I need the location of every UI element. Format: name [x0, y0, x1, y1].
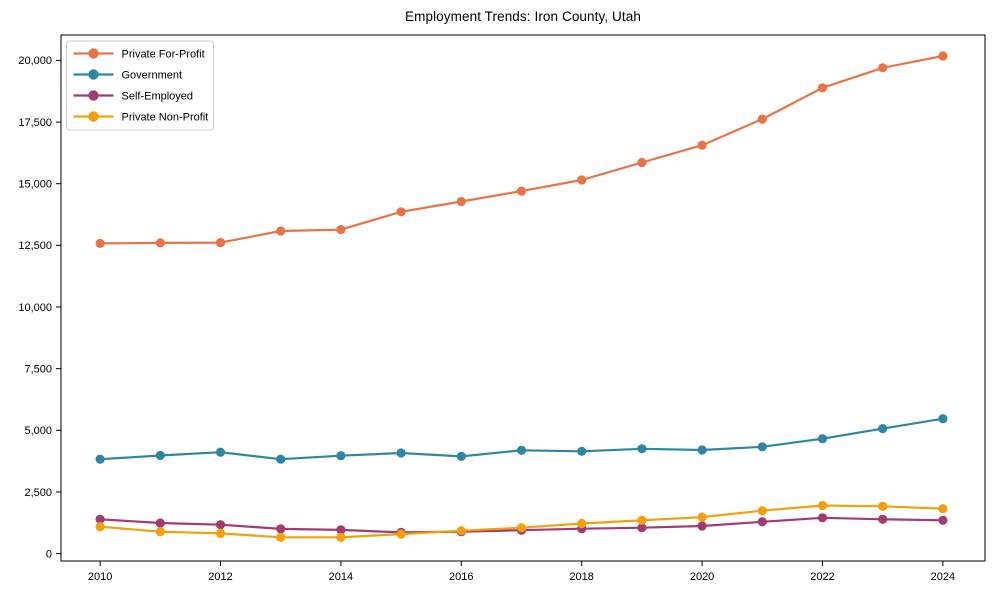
x-tick-label: 2016 [449, 571, 473, 583]
y-tick-label: 20,000 [18, 55, 52, 67]
series-marker-private-non-profit [697, 512, 707, 522]
series-marker-private-for-profit [336, 225, 346, 235]
series-marker-private-for-profit [396, 207, 406, 217]
series-marker-private-non-profit [396, 529, 406, 539]
series-marker-private-for-profit [817, 83, 828, 93]
series-marker-private-for-profit [516, 186, 527, 196]
series-marker-government [817, 434, 828, 444]
series-marker-private-for-profit [637, 157, 647, 168]
series-marker-private-for-profit [938, 51, 948, 61]
series-marker-private-for-profit [757, 114, 767, 124]
legend-marker-self-employed [88, 90, 99, 101]
series-marker-private-non-profit [817, 500, 828, 511]
legend-label-self-employed: Self-Employed [122, 91, 194, 103]
series-marker-private-for-profit [577, 175, 587, 185]
series-marker-private-non-profit [637, 515, 647, 525]
series-marker-private-non-profit [757, 506, 767, 516]
series-marker-private-non-profit [938, 504, 948, 514]
legend-label-private-for-profit: Private For-Profit [122, 49, 205, 61]
x-tick-label: 2022 [810, 571, 834, 583]
series-marker-government [878, 424, 888, 434]
legend: Private For-Profit Government Self-Employe… [66, 40, 214, 131]
chart-title: Employment Trends: Iron County, Utah [405, 9, 641, 24]
y-tick-label: 12,500 [18, 240, 52, 252]
series-marker-government [95, 454, 105, 464]
series-marker-government [155, 450, 165, 461]
series-marker-private-non-profit [336, 532, 346, 542]
y-tick-label: 5,000 [24, 425, 52, 437]
x-tick-label: 2018 [569, 571, 593, 583]
series-marker-private-non-profit [95, 522, 105, 532]
series-marker-private-non-profit [516, 523, 527, 533]
series-marker-self-employed [155, 518, 165, 528]
series-marker-self-employed [276, 524, 286, 534]
legend-label-private-non-profit: Private Non-Profit [122, 112, 209, 124]
series-marker-government [276, 454, 286, 464]
series-line-private-for-profit [98, 54, 945, 245]
series-marker-self-employed [757, 517, 767, 527]
series-marker-government [938, 414, 948, 424]
series-marker-government [456, 451, 466, 461]
series-marker-self-employed [938, 515, 948, 525]
y-tick-label: 10,000 [18, 302, 52, 314]
series-marker-self-employed [95, 514, 105, 524]
y-tick-label: 15,000 [18, 179, 52, 191]
series-marker-private-for-profit [878, 63, 888, 73]
x-tick-label: 2024 [931, 571, 955, 583]
series-marker-government [516, 445, 527, 455]
series-marker-private-non-profit [577, 518, 587, 529]
legend-marker-private-for-profit [88, 48, 99, 59]
y-tick-label: 17,500 [18, 117, 52, 129]
x-tick-label: 2014 [329, 571, 353, 583]
x-tick-label: 2012 [208, 571, 232, 583]
series-marker-government [396, 448, 406, 458]
series-marker-private-for-profit [276, 226, 286, 236]
series-marker-government [577, 446, 587, 456]
legend-marker-private-non-profit [88, 111, 99, 122]
series-marker-self-employed [336, 525, 346, 535]
series-marker-government [215, 447, 226, 457]
series-marker-private-non-profit [878, 501, 888, 511]
legend-label-government: Government [122, 70, 183, 82]
x-tick-label: 2020 [690, 571, 714, 583]
series-marker-private-non-profit [456, 526, 466, 536]
series-marker-self-employed [878, 514, 888, 524]
x-tick-label: 2010 [88, 571, 112, 583]
y-tick-label: 7,500 [24, 363, 52, 375]
series-marker-self-employed [215, 520, 226, 530]
series-marker-private-non-profit [276, 532, 286, 542]
series-marker-government [336, 451, 346, 461]
series-marker-private-for-profit [155, 238, 165, 248]
y-tick-label: 2,500 [24, 487, 52, 499]
series-marker-self-employed [637, 523, 647, 533]
series-marker-government [757, 442, 767, 452]
series-marker-private-for-profit [95, 238, 105, 248]
series-marker-self-employed [817, 513, 828, 523]
series-marker-government [697, 445, 707, 455]
series-marker-self-employed [697, 521, 707, 531]
legend-marker-government [88, 69, 99, 80]
series-marker-private-for-profit [215, 238, 226, 248]
series-marker-private-non-profit [155, 527, 165, 537]
plot-frame [60, 34, 986, 562]
series-marker-private-non-profit [215, 528, 226, 539]
series-marker-private-for-profit [697, 140, 707, 150]
legend-box [66, 40, 214, 131]
y-tick-label: 0 [46, 548, 52, 560]
series-marker-private-for-profit [456, 196, 466, 207]
series-marker-government [637, 444, 647, 454]
